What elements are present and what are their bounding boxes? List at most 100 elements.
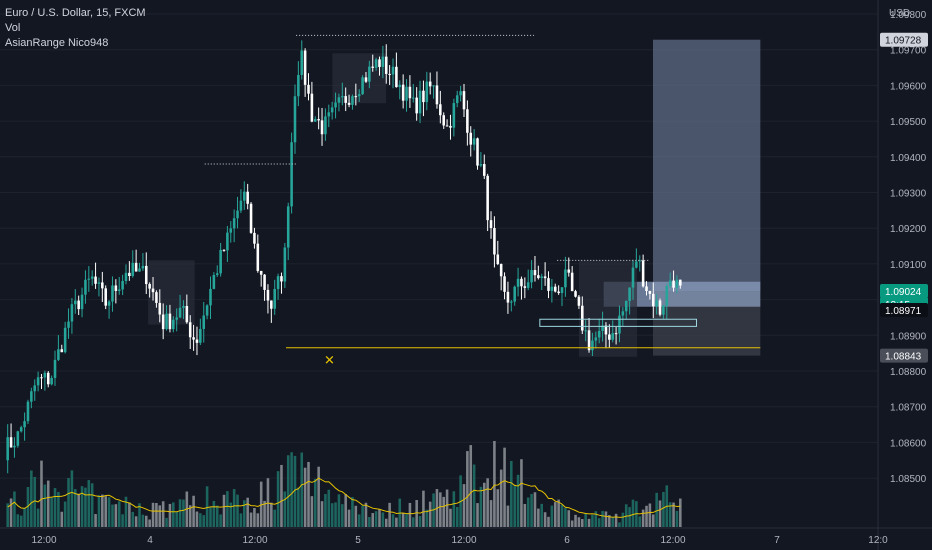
volume-bar (641, 509, 645, 527)
volume-bar (638, 516, 642, 527)
volume-bar (205, 486, 209, 527)
volume-bar (300, 452, 304, 527)
candle-body (435, 85, 439, 105)
volume-bar (567, 510, 571, 527)
volume-bar (195, 511, 199, 527)
candle-body (6, 437, 9, 461)
volume-bar (408, 502, 412, 527)
volume-bar (557, 499, 560, 527)
candle-body (374, 59, 378, 68)
volume-bar (117, 501, 121, 527)
candle-body (148, 284, 151, 289)
candle-body (513, 286, 516, 302)
candle-body (351, 96, 354, 105)
candle-body (74, 300, 77, 305)
candle-body (131, 262, 135, 276)
time-tick-label: 12:0 (868, 535, 888, 546)
candle-body (489, 220, 493, 229)
candle-body (357, 94, 361, 97)
volume-bar (324, 494, 327, 527)
volume-indicator-label[interactable]: Vol (5, 22, 21, 34)
volume-bar (618, 522, 621, 527)
volume-bar (215, 505, 219, 527)
volume-bar (182, 499, 185, 527)
price-tag: 1.09024 (880, 284, 928, 299)
volume-bar (310, 496, 314, 527)
volume-bar (418, 516, 422, 527)
candle-body (354, 96, 358, 98)
candle-body (13, 445, 16, 448)
volume-bar (354, 505, 358, 527)
target-zone (652, 39, 761, 292)
volume-bar (550, 505, 554, 527)
candle-body (63, 327, 67, 353)
volume-bar (341, 504, 344, 527)
candle-body (172, 319, 175, 330)
volume-bar (577, 517, 581, 527)
volume-bar (364, 502, 368, 527)
volume-bar (209, 507, 212, 527)
candle-body (273, 289, 276, 309)
volume-bar (84, 487, 87, 527)
volume-bar (513, 484, 516, 527)
volume-bar (9, 498, 13, 527)
candle-body (428, 81, 432, 87)
price-tag-label: 1.09728 (885, 36, 922, 47)
candle-body (391, 66, 395, 75)
volume-bar (357, 514, 361, 527)
time-axis[interactable]: 12:00 4 12:00 5 12:00 6 12:00 7 12:0 (0, 527, 932, 546)
candle-body (9, 437, 13, 448)
candle-body (215, 273, 219, 275)
price-tag-bg (880, 32, 928, 47)
price-tick-label: 1.08900 (890, 331, 927, 342)
candle-body (111, 285, 114, 302)
volume-bar (53, 488, 57, 527)
volume-bar (77, 493, 80, 527)
candle-body (67, 321, 70, 328)
price-tick-label: 1.09500 (890, 117, 927, 128)
volume-bar (239, 513, 243, 527)
volume-bar (388, 502, 391, 527)
volume-bar (651, 514, 655, 527)
volume-bar (347, 509, 351, 527)
volume-bar (401, 513, 405, 527)
symbol-title[interactable]: Euro / U.S. Dollar, 15, FXCM (5, 7, 146, 19)
volume-bar (199, 513, 202, 527)
volume-bar (232, 489, 236, 527)
candle-body (628, 287, 631, 301)
volume-bar (101, 494, 104, 527)
candle-body (226, 232, 229, 251)
price-tick-label: 1.09700 (890, 46, 927, 57)
price-tick-label: 1.09200 (890, 224, 927, 235)
candle-body (104, 288, 107, 306)
volume-bar (320, 501, 324, 527)
volume-bar (553, 502, 557, 527)
candle-body (621, 311, 625, 316)
price-tag-bg (880, 348, 928, 363)
candle-body (662, 305, 665, 315)
volume-bar (570, 520, 574, 527)
volume-bar (226, 491, 229, 527)
candle-body (398, 84, 402, 88)
candle-body (564, 269, 567, 288)
grid (0, 13, 878, 479)
volume-bar (608, 515, 611, 527)
candle-body (675, 279, 679, 288)
volume-bar (303, 467, 307, 527)
candle-body (442, 115, 445, 126)
volume-bar (675, 510, 679, 527)
volume-bar (327, 489, 331, 527)
candle-body (178, 307, 182, 318)
volume-bar (253, 508, 256, 527)
candle-body (638, 260, 642, 262)
candle-body (307, 84, 310, 94)
volume-bar (523, 504, 527, 527)
volume-bar (581, 519, 584, 527)
volume-bar (604, 511, 608, 527)
volume-bar (128, 502, 131, 527)
asian-range-indicator-label[interactable]: AsianRange Nico948 (5, 37, 109, 49)
volume-bar (486, 478, 489, 527)
volume-bar (594, 511, 598, 527)
